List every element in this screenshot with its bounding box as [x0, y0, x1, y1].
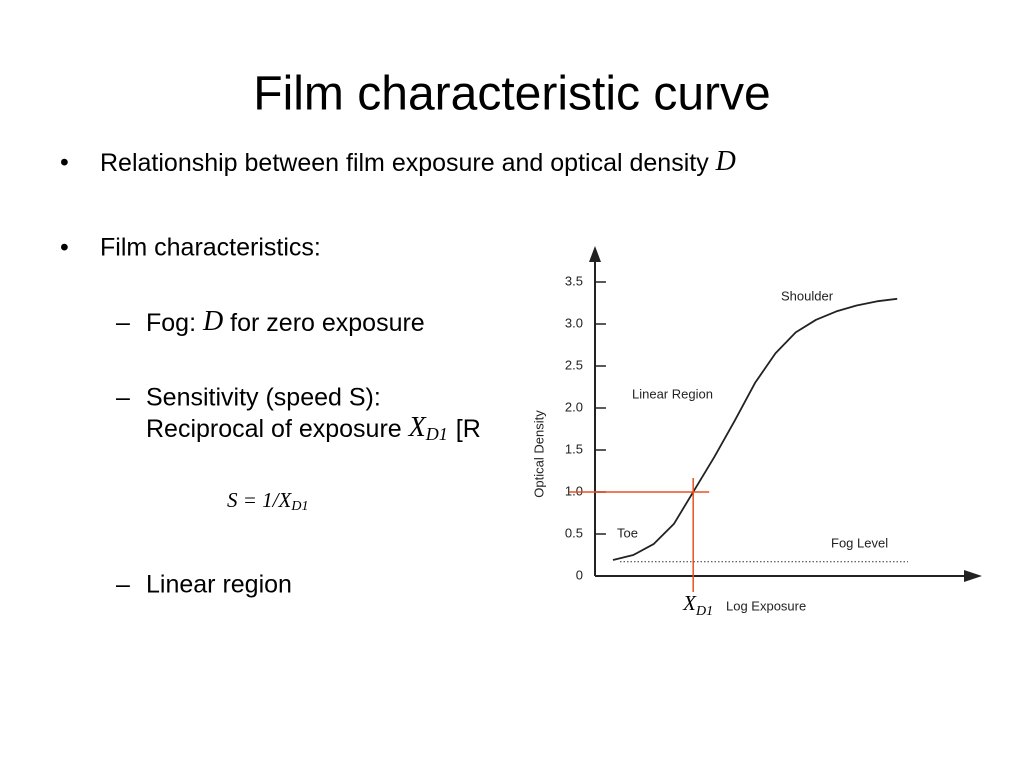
y-tick-label: 2.0	[565, 399, 583, 414]
chart: 0 0.5 1.0 1.5 2.0 2.5 3.0 3.5 Optical Density Log…	[531, 246, 982, 619]
dash: –	[116, 571, 130, 599]
formula-subscript: D1	[290, 499, 308, 514]
formula: S = 1/XD1	[227, 488, 308, 514]
y-tick-label: 2.5	[565, 357, 583, 372]
bullet-dot: •	[60, 149, 69, 177]
math-subscript: D1	[425, 424, 448, 444]
dash: –	[116, 309, 130, 337]
bullet-dot: •	[60, 234, 69, 262]
annotation: Fog Level	[831, 535, 888, 550]
y-arrow	[589, 246, 601, 262]
marker-label: XD1	[682, 591, 713, 619]
x-arrow	[964, 570, 982, 582]
sub-bullet: Fog: D for zero exposure	[146, 306, 425, 337]
text: Reciprocal of exposure	[146, 415, 402, 443]
sub-bullet: Reciprocal of exposure XD1 [R	[146, 412, 481, 444]
text: [R	[456, 415, 481, 443]
math-symbol: D	[202, 306, 223, 337]
formula-text: S = 1/X	[227, 488, 293, 512]
y-tick-label: 1.0	[565, 483, 583, 498]
dash: –	[116, 384, 130, 412]
text: Fog:	[146, 309, 196, 337]
y-tick-label: 3.5	[565, 273, 583, 288]
marker-symbol: X	[682, 591, 697, 615]
slide-title: Film characteristic curve	[253, 68, 770, 121]
sub-bullet: Linear region	[146, 571, 292, 599]
y-tick-label: 3.0	[565, 315, 583, 330]
bullet: Film characteristics:	[100, 234, 321, 262]
bullet: Relationship between film exposure and o…	[100, 146, 736, 177]
bullet-text: Relationship between film exposure and o…	[100, 149, 709, 177]
annotation: Linear Region	[632, 386, 713, 401]
curve	[612, 297, 898, 561]
marker-subscript: D1	[695, 604, 713, 619]
y-tick-label: 0.5	[565, 525, 583, 540]
math-symbol: X	[408, 412, 427, 443]
annotation: Shoulder	[781, 288, 834, 303]
math-symbol: D	[715, 146, 736, 177]
annotation: Toe	[617, 525, 638, 540]
y-tick-label: 1.5	[565, 441, 583, 456]
y-tick-label: 0	[576, 567, 583, 582]
sub-bullet: Sensitivity (speed S):	[146, 384, 381, 412]
text: for zero exposure	[230, 309, 425, 337]
x-axis-label: Log Exposure	[726, 598, 806, 613]
y-axis-label: Optical Density	[531, 410, 546, 498]
